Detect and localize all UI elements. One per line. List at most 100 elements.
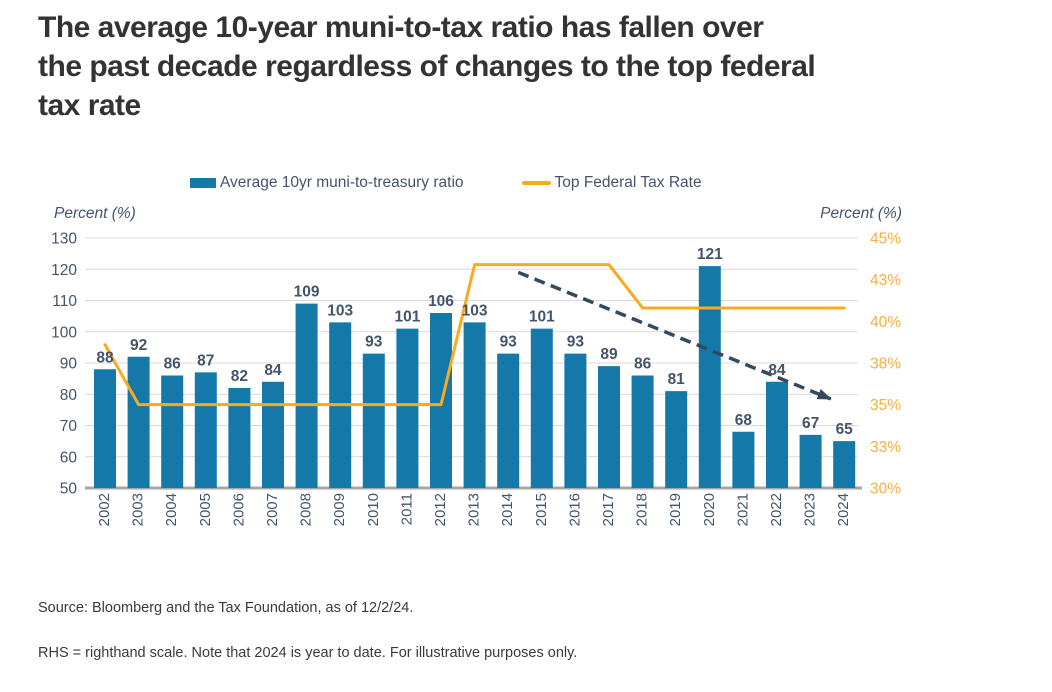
x-axis-year-label: 2012 (432, 493, 449, 526)
right-axis-tick-label: 45% (870, 231, 901, 248)
legend-item-line-series: Top Federal Tax Rate (521, 174, 702, 192)
bar-value-label: 103 (327, 302, 353, 319)
rhs-note: RHS = righthand scale. Note that 2024 is… (38, 645, 578, 661)
title-line-3: tax rate (38, 89, 141, 122)
bar-value-label: 93 (365, 334, 383, 351)
line-swatch-icon (521, 181, 551, 185)
left-axis-tick-label: 80 (60, 387, 78, 404)
left-axis-tick-label: 70 (60, 418, 78, 435)
x-axis-year-label: 2006 (230, 493, 247, 526)
x-axis-year-label: 2011 (398, 493, 415, 525)
x-axis-year-label: 2008 (298, 493, 315, 526)
left-axis-tick-label: 120 (51, 262, 77, 279)
bar-2011 (396, 328, 419, 488)
title-line-2: the past decade regardless of changes to… (38, 50, 816, 83)
bar-2014 (497, 353, 520, 488)
bar-value-label: 101 (529, 309, 555, 326)
trend-arrow (517, 270, 832, 401)
x-axis-year-label: 2022 (768, 493, 785, 526)
bar-value-label: 87 (197, 352, 214, 369)
x-axis-year-label: 2019 (667, 493, 684, 526)
left-axis-tick-label: 60 (60, 449, 78, 466)
legend-line-label: Top Federal Tax Rate (554, 174, 702, 191)
left-axis-tick-label: 110 (52, 293, 77, 310)
bar-value-label: 93 (500, 334, 518, 351)
bar-value-label: 88 (96, 349, 114, 366)
bar-2013 (463, 322, 486, 488)
bar-2024 (833, 441, 856, 488)
left-axis-tick-label: 100 (51, 324, 77, 341)
bar-value-label: 68 (735, 412, 753, 429)
x-axis-year-label: 2014 (499, 493, 516, 526)
bar-2019 (665, 391, 688, 488)
bar-value-label: 103 (462, 302, 488, 319)
x-axis-year-label: 2016 (566, 493, 583, 526)
x-axis-year-label: 2015 (533, 493, 550, 526)
tax-rate-line (103, 263, 846, 407)
bar-2017 (598, 366, 620, 488)
bar-value-label: 121 (697, 246, 723, 263)
bar-value-label: 84 (264, 362, 282, 379)
bar-2003 (127, 356, 150, 488)
bar-2002 (94, 369, 116, 488)
bar-value-label: 67 (802, 415, 819, 432)
bar-value-label: 86 (164, 356, 182, 373)
x-axis-year-label: 2023 (802, 493, 819, 526)
x-axis-year-label: 2024 (835, 493, 852, 526)
right-axis-tick-label: 35% (870, 397, 901, 414)
bar-value-label: 101 (394, 309, 420, 326)
bar-value-label: 109 (294, 284, 320, 301)
bar-value-label: 81 (668, 371, 686, 388)
x-axis-year-label: 2004 (163, 493, 180, 526)
bar-value-label: 82 (231, 368, 248, 385)
bar-2018 (631, 375, 654, 488)
bar-2010 (362, 353, 385, 488)
right-axis-tick-label: 33% (870, 439, 901, 456)
x-axis-year-label: 2007 (264, 493, 281, 526)
right-axis-tick-label: 30% (870, 481, 901, 498)
title-line-1: The average 10-year muni-to-tax ratio ha… (38, 11, 764, 44)
legend-bar-label: Average 10yr muni-to-treasury ratio (220, 174, 464, 191)
bar-value-label: 106 (428, 293, 454, 310)
bar-2006 (228, 388, 251, 488)
right-axis-tick-label: 38% (870, 356, 901, 373)
x-axis-year-label: 2002 (96, 493, 113, 526)
bar-value-label: 65 (836, 421, 854, 438)
bar-2022 (766, 381, 788, 488)
bar-2015 (530, 328, 553, 488)
x-axis-year-label: 2013 (466, 493, 483, 526)
bar-value-label: 84 (768, 362, 786, 379)
bar-2007 (262, 381, 284, 488)
bar-2021 (732, 431, 755, 488)
page-title: The average 10-year muni-to-tax ratio ha… (38, 8, 1038, 125)
x-axis-year-label: 2005 (197, 493, 214, 526)
x-axis-year-label: 2009 (331, 493, 348, 526)
bar-2008 (295, 303, 318, 488)
legend-item-bar-series: Average 10yr muni-to-treasury ratio (190, 174, 464, 192)
x-axis-year-label: 2010 (365, 493, 382, 526)
source-note: Source: Bloomberg and the Tax Foundation… (38, 600, 414, 616)
x-axis-year-label: 2003 (130, 493, 147, 526)
chart-legend: Average 10yr muni-to-treasury ratio Top … (190, 174, 702, 192)
bar-2023 (799, 434, 822, 488)
left-axis-tick-label: 50 (60, 481, 78, 498)
bar-value-label: 93 (567, 334, 585, 351)
bar-2016 (564, 353, 587, 488)
x-axis-year-label: 2020 (701, 493, 718, 526)
bar-2005 (194, 372, 217, 488)
bar-swatch-icon (190, 178, 216, 188)
x-axis-year-label: 2021 (734, 493, 751, 526)
bar-value-label: 86 (634, 356, 652, 373)
x-axis-year-label: 2017 (600, 493, 617, 526)
bar-value-label: 92 (130, 337, 147, 354)
bar-value-label: 89 (600, 346, 618, 363)
right-axis-title: Percent (%) (820, 205, 902, 222)
right-axis-tick-label: 40% (870, 314, 901, 331)
left-axis-tick-label: 130 (51, 231, 77, 248)
left-axis-tick-label: 90 (60, 356, 78, 373)
left-axis-title: Percent (%) (54, 205, 136, 222)
right-axis-tick-label: 43% (870, 272, 901, 289)
chart-plot-area: 130 120 110 100 90 80 70 60 50 45% 43% 40% 38% 35% 33%… (51, 231, 901, 527)
bar-2020 (698, 266, 721, 488)
